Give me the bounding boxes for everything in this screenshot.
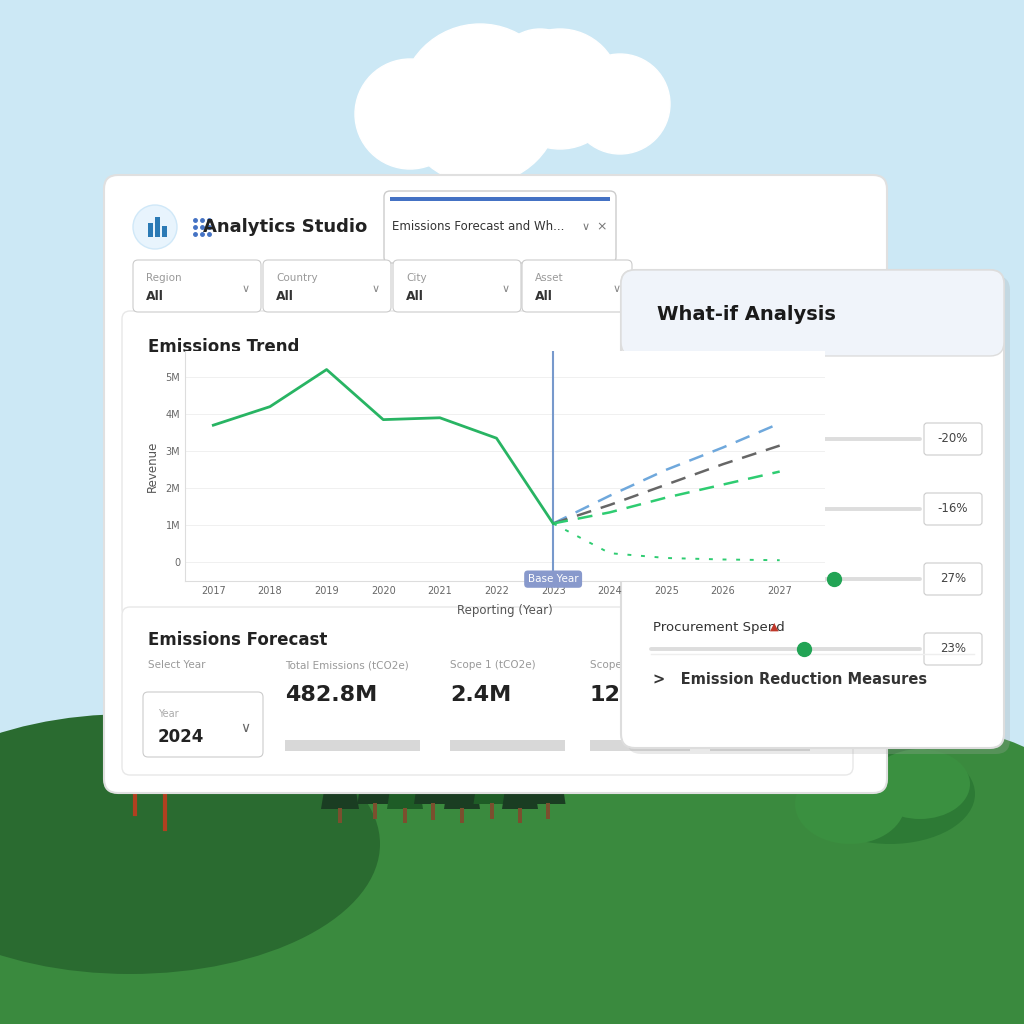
FancyBboxPatch shape — [924, 563, 982, 595]
Text: Scope 3 (tCO2e): Scope 3 (tCO2e) — [710, 660, 796, 670]
Circle shape — [495, 29, 585, 119]
Polygon shape — [444, 689, 480, 809]
Text: Region: Region — [146, 273, 181, 283]
Text: Asset: Asset — [535, 273, 563, 283]
Text: 27%: 27% — [940, 572, 966, 586]
Text: 12.8M: 12.8M — [590, 685, 667, 705]
FancyBboxPatch shape — [621, 270, 1004, 748]
Text: Total Floor Area: Total Floor Area — [653, 480, 757, 494]
Text: ×: × — [596, 220, 606, 233]
Text: All: All — [276, 291, 294, 303]
FancyBboxPatch shape — [263, 260, 391, 312]
Text: ∨: ∨ — [613, 284, 622, 294]
Bar — [0, 804, 1024, 1024]
FancyBboxPatch shape — [104, 175, 887, 793]
Ellipse shape — [0, 714, 380, 974]
Bar — [155, 217, 160, 237]
Bar — [450, 740, 565, 751]
Text: 482.8M: 482.8M — [285, 685, 377, 705]
Circle shape — [133, 205, 177, 249]
Text: Emissions Forecast: Emissions Forecast — [148, 631, 328, 649]
Text: ∨: ∨ — [372, 284, 380, 294]
Text: Emissions Forecast and Wh...: Emissions Forecast and Wh... — [392, 220, 564, 233]
Text: All: All — [535, 291, 553, 303]
Polygon shape — [473, 679, 511, 804]
Text: Country: Country — [276, 273, 317, 283]
Text: All: All — [406, 291, 424, 303]
Text: ▲: ▲ — [769, 622, 778, 632]
Text: Procurement Spend: Procurement Spend — [653, 621, 784, 634]
Bar — [489, 803, 495, 819]
Text: ∨: ∨ — [242, 284, 250, 294]
FancyBboxPatch shape — [924, 423, 982, 455]
Text: -20%: -20% — [938, 432, 968, 445]
Polygon shape — [414, 674, 452, 804]
Circle shape — [355, 59, 465, 169]
Text: -16%: -16% — [938, 503, 969, 515]
Bar — [148, 223, 153, 237]
Text: >   Emission Reduction Measures: > Emission Reduction Measures — [653, 672, 927, 686]
Text: ▼: ▼ — [763, 482, 771, 492]
Text: Emissions Trend: Emissions Trend — [148, 338, 299, 356]
Ellipse shape — [805, 744, 975, 844]
FancyBboxPatch shape — [122, 607, 853, 775]
Polygon shape — [321, 694, 359, 809]
FancyBboxPatch shape — [393, 260, 521, 312]
Text: Analytics Studio: Analytics Studio — [203, 218, 368, 236]
FancyBboxPatch shape — [522, 260, 632, 312]
Ellipse shape — [655, 719, 1024, 959]
Ellipse shape — [870, 749, 970, 819]
Text: 2.4M: 2.4M — [450, 685, 511, 705]
Bar — [635, 313, 990, 342]
Text: 454.7M: 454.7M — [710, 685, 802, 705]
Ellipse shape — [795, 764, 905, 844]
Bar — [373, 803, 377, 819]
Polygon shape — [387, 691, 423, 809]
Text: Scope 1 (tCO2e): Scope 1 (tCO2e) — [450, 660, 536, 670]
Text: All: All — [146, 291, 164, 303]
Text: 2024: 2024 — [158, 728, 205, 746]
Bar — [546, 803, 550, 818]
FancyBboxPatch shape — [924, 633, 982, 665]
Y-axis label: Revenue: Revenue — [145, 440, 159, 492]
Text: Scope 2 (tCO2e): Scope 2 (tCO2e) — [590, 660, 676, 670]
Circle shape — [420, 44, 500, 124]
Bar — [460, 808, 464, 823]
Text: Headcount: Headcount — [653, 411, 725, 424]
Bar — [518, 808, 522, 823]
Polygon shape — [502, 691, 538, 809]
Text: ∨: ∨ — [502, 284, 510, 294]
Bar — [285, 740, 420, 751]
Circle shape — [570, 54, 670, 154]
Text: Base Year: Base Year — [527, 574, 579, 584]
Bar — [431, 803, 435, 819]
Text: Total Emissions (tCO2e): Total Emissions (tCO2e) — [285, 660, 409, 670]
FancyBboxPatch shape — [133, 260, 261, 312]
Bar — [402, 808, 408, 823]
FancyBboxPatch shape — [384, 191, 616, 263]
Text: ∨: ∨ — [582, 222, 590, 232]
Bar — [710, 740, 810, 751]
Text: Revenue: Revenue — [653, 551, 711, 563]
Polygon shape — [530, 682, 565, 804]
Text: ∨: ∨ — [240, 721, 250, 734]
Ellipse shape — [0, 684, 1024, 1024]
Text: Year: Year — [158, 709, 178, 719]
Text: ▼: ▼ — [718, 412, 726, 422]
FancyBboxPatch shape — [924, 493, 982, 525]
FancyBboxPatch shape — [143, 692, 263, 757]
Text: What-if Analysis: What-if Analysis — [657, 305, 836, 325]
Circle shape — [500, 29, 620, 150]
FancyBboxPatch shape — [122, 311, 853, 617]
FancyBboxPatch shape — [627, 276, 1010, 754]
Bar — [590, 740, 690, 751]
Text: ∧   Growth Levers: ∧ Growth Levers — [653, 367, 801, 382]
X-axis label: Reporting (Year): Reporting (Year) — [457, 604, 553, 617]
Bar — [162, 226, 167, 237]
Circle shape — [400, 24, 560, 184]
Text: Select Year: Select Year — [148, 660, 206, 670]
Bar — [390, 197, 610, 201]
FancyBboxPatch shape — [621, 270, 1004, 356]
Polygon shape — [357, 679, 392, 804]
